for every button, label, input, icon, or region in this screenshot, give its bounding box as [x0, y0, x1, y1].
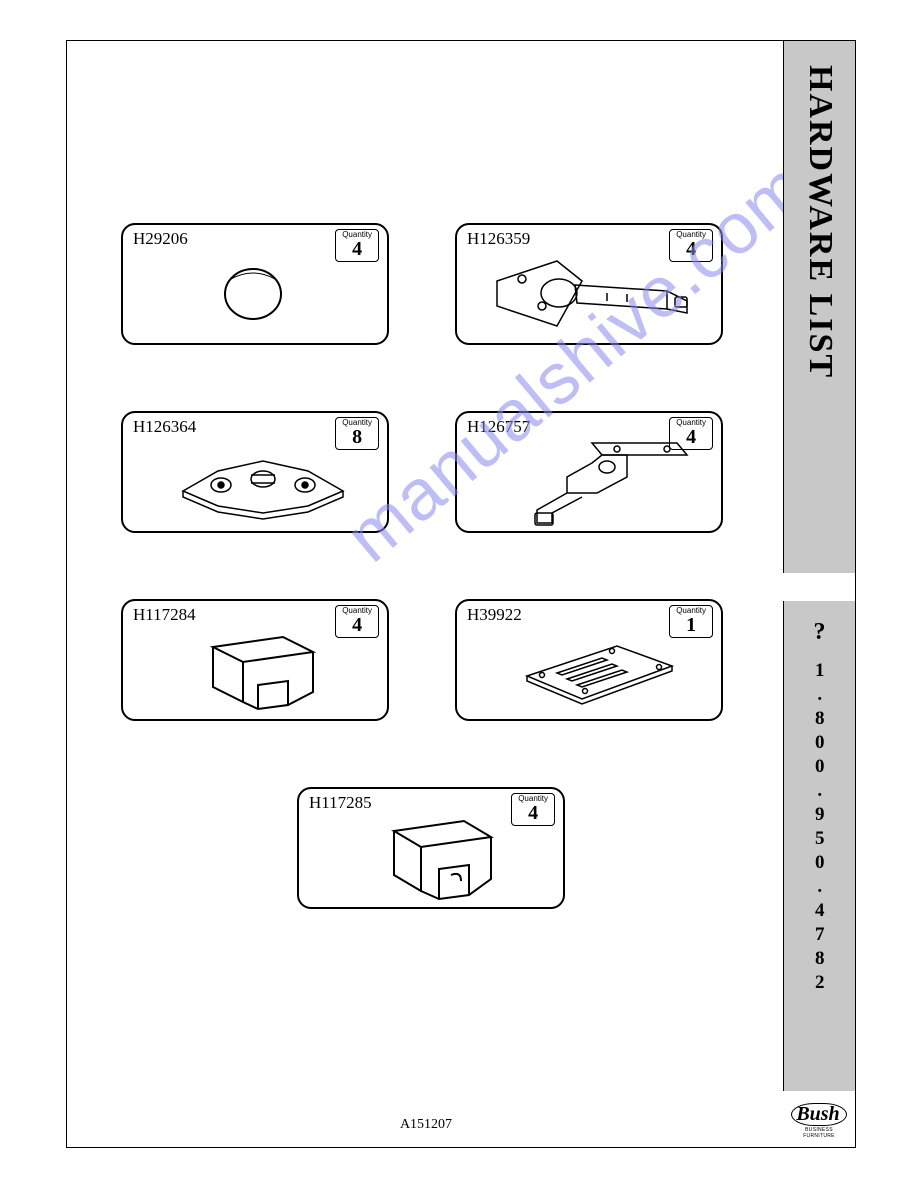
part-number: H126359: [467, 229, 530, 249]
help-icon: ?: [784, 601, 855, 660]
part-illustration: [193, 627, 333, 717]
part-illustration: [497, 435, 697, 530]
brand-logo: Bush BUSINESS FURNITURE: [789, 1103, 849, 1139]
part-illustration: [507, 631, 687, 716]
hardware-card: H39922 Quantity 1: [455, 599, 723, 721]
hardware-card: H117285 Quantity 4: [297, 787, 565, 909]
part-illustration: [487, 251, 707, 341]
quantity-value: 4: [342, 239, 372, 259]
page-frame: H29206 Quantity 4 H126359 Quantity 4: [66, 40, 856, 1148]
part-number: H29206: [133, 229, 188, 249]
part-number: H126364: [133, 417, 196, 437]
brand-name: Bush: [791, 1103, 846, 1126]
part-illustration: [213, 259, 293, 329]
part-number: H117284: [133, 605, 196, 625]
hardware-card: H126359 Quantity 4: [455, 223, 723, 345]
part-number: H39922: [467, 605, 522, 625]
footer-code: A151207: [67, 1117, 785, 1133]
part-number: H117285: [309, 793, 372, 813]
content-area: H29206 Quantity 4 H126359 Quantity 4: [67, 41, 785, 1147]
hardware-card: H126757 Quantity 4: [455, 411, 723, 533]
sidebar-title: HARDWARE LIST: [784, 61, 856, 553]
hardware-card: H29206 Quantity 4: [121, 223, 389, 345]
part-illustration: [369, 813, 509, 905]
brand-subtitle: BUSINESS FURNITURE: [789, 1127, 849, 1139]
part-number: H126757: [467, 417, 530, 437]
quantity-value: 4: [518, 803, 548, 823]
sidebar-help-block: ? 1.800.950.4782: [783, 601, 855, 1091]
quantity-box: Quantity 4: [511, 793, 555, 826]
quantity-value: 4: [342, 615, 372, 635]
help-phone: 1.800.950.4782: [805, 660, 834, 996]
quantity-box: Quantity 4: [335, 605, 379, 638]
part-illustration: [173, 441, 353, 526]
sidebar-title-block: HARDWARE LIST: [783, 41, 855, 573]
hardware-card: H126364 Quantity 8: [121, 411, 389, 533]
quantity-box: Quantity 4: [335, 229, 379, 262]
hardware-card: H117284 Quantity 4: [121, 599, 389, 721]
sidebar: HARDWARE LIST ? 1.800.950.4782 Bush BUSI…: [783, 41, 855, 1147]
